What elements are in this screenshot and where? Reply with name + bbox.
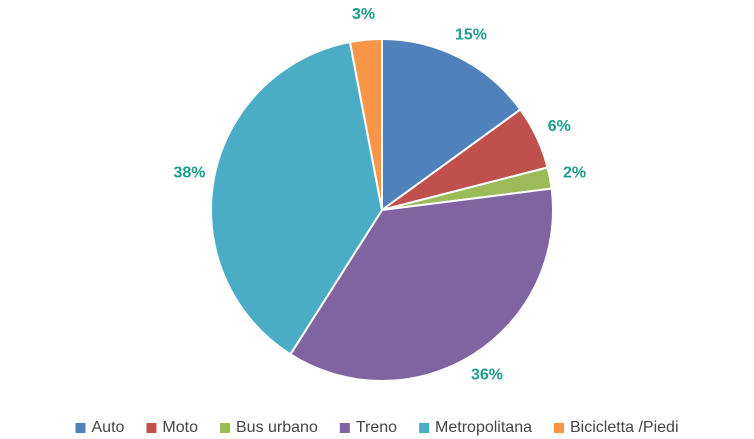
data-label: 2%	[563, 164, 586, 181]
legend-label: Auto	[92, 419, 125, 436]
data-label: 15%	[455, 27, 487, 44]
data-label: 6%	[548, 118, 571, 135]
pie-slice	[381, 37, 522, 212]
legend-label: Metropolitana	[435, 419, 532, 436]
pie-slice	[210, 40, 384, 356]
legend-swatch	[75, 423, 86, 433]
legend-swatch	[220, 423, 230, 433]
pie-slice	[348, 37, 383, 211]
pie-slice	[288, 187, 554, 382]
data-label: 3%	[352, 6, 375, 23]
legend-label: Bicicletta /Piedi	[570, 419, 679, 436]
legend-swatch	[339, 423, 350, 433]
legend-label: Moto	[162, 419, 198, 436]
data-label: 36%	[471, 367, 503, 384]
legend-swatch	[554, 423, 564, 433]
data-label: 38%	[173, 164, 205, 181]
legend-label: Treno	[356, 419, 397, 436]
legend-label: Bus urbano	[236, 419, 318, 436]
legend-swatch	[146, 423, 157, 433]
legend-swatch	[419, 423, 430, 433]
